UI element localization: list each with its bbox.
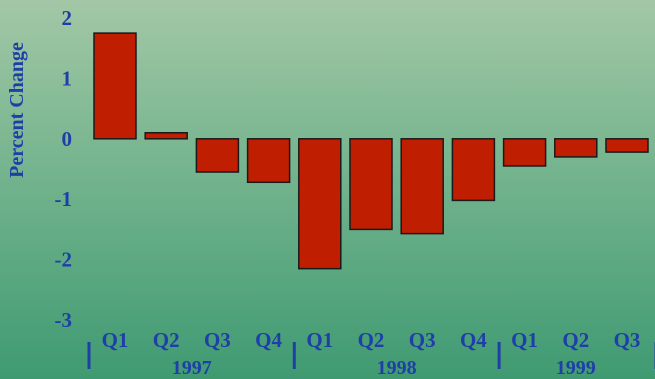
bar — [246, 138, 291, 184]
bar — [349, 138, 393, 231]
x-category-label: Q1 — [102, 328, 129, 352]
bar — [554, 138, 598, 158]
bar — [502, 138, 547, 167]
x-group-labels: 1997 1998 1999 — [172, 357, 596, 379]
y-axis-label-group: Percent Change — [6, 42, 28, 178]
y-tick-label: -2 — [55, 248, 73, 272]
x-category-label: Q2 — [153, 328, 180, 352]
bar — [400, 138, 444, 235]
bar — [298, 138, 342, 270]
group-separators — [87, 342, 655, 369]
x-category-label: Q1 — [306, 328, 333, 352]
x-category-label: Q2 — [358, 328, 385, 352]
x-group-label: 1998 — [377, 357, 417, 379]
x-category-label: Q3 — [409, 328, 436, 352]
x-group-label: 1997 — [172, 357, 212, 379]
x-category-label: Q2 — [562, 328, 589, 352]
y-tick-label: 1 — [62, 66, 73, 90]
bar — [605, 138, 649, 153]
y-tick-label: -3 — [55, 308, 73, 332]
bar — [93, 32, 137, 140]
x-category-labels: Q1 Q2 Q3 Q4 Q1 Q2 Q3 Q4 Q1 Q2 Q3 — [102, 328, 641, 352]
x-category-label: Q3 — [204, 328, 231, 352]
bar — [144, 132, 188, 140]
bars — [93, 32, 649, 270]
y-tick-label: 0 — [62, 127, 73, 151]
bar — [451, 138, 496, 202]
y-tick-label: -1 — [55, 187, 73, 211]
x-category-label: Q1 — [511, 328, 538, 352]
y-tick-labels: 2 1 0 -1 -2 -3 — [55, 6, 73, 332]
bar — [195, 138, 240, 173]
x-category-label: Q3 — [614, 328, 641, 352]
y-axis-label: Percent Change — [6, 42, 28, 178]
y-tick-label: 2 — [62, 6, 73, 30]
x-category-label: Q4 — [255, 328, 282, 352]
x-category-label: Q4 — [460, 328, 487, 352]
x-group-label: 1999 — [556, 357, 596, 379]
